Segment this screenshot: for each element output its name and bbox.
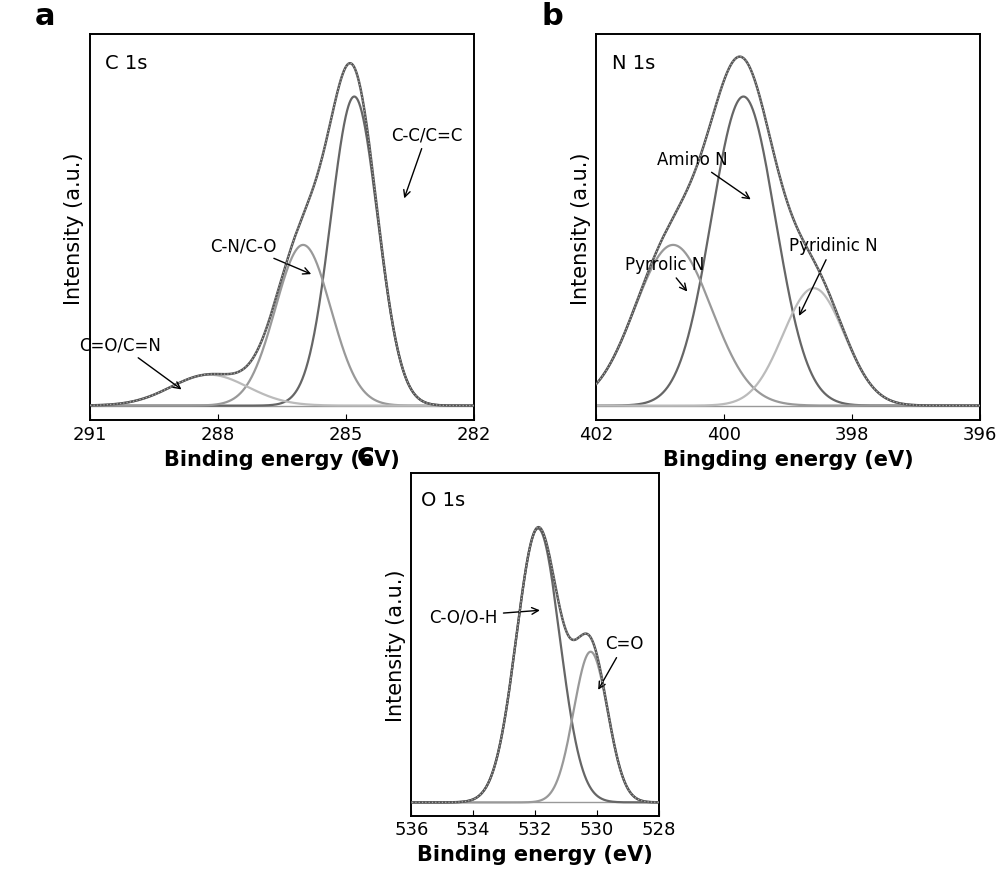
Text: Pyridinic N: Pyridinic N (789, 237, 877, 315)
Y-axis label: Intensity (a.u.): Intensity (a.u.) (571, 152, 591, 304)
Text: C-N/C-O: C-N/C-O (210, 237, 310, 275)
X-axis label: Bingding energy (eV): Bingding energy (eV) (663, 449, 914, 469)
X-axis label: Binding energy (eV): Binding energy (eV) (417, 844, 653, 864)
Text: b: b (541, 2, 563, 31)
Text: c: c (356, 440, 374, 469)
X-axis label: Binding energy (eV): Binding energy (eV) (164, 449, 400, 469)
Text: Amino N: Amino N (657, 151, 749, 199)
Text: a: a (35, 2, 55, 31)
Text: C-O/O-H: C-O/O-H (430, 608, 538, 625)
Text: C 1s: C 1s (105, 54, 148, 74)
Text: C=O: C=O (599, 635, 644, 688)
Text: C=O/C=N: C=O/C=N (79, 336, 180, 389)
Text: O 1s: O 1s (421, 491, 465, 510)
Y-axis label: Intensity (a.u.): Intensity (a.u.) (386, 568, 406, 721)
Y-axis label: Intensity (a.u.): Intensity (a.u.) (64, 152, 84, 304)
Text: N 1s: N 1s (612, 54, 655, 74)
Text: C-C/C=C: C-C/C=C (391, 126, 462, 197)
Text: Pyrrolic N: Pyrrolic N (625, 256, 705, 291)
